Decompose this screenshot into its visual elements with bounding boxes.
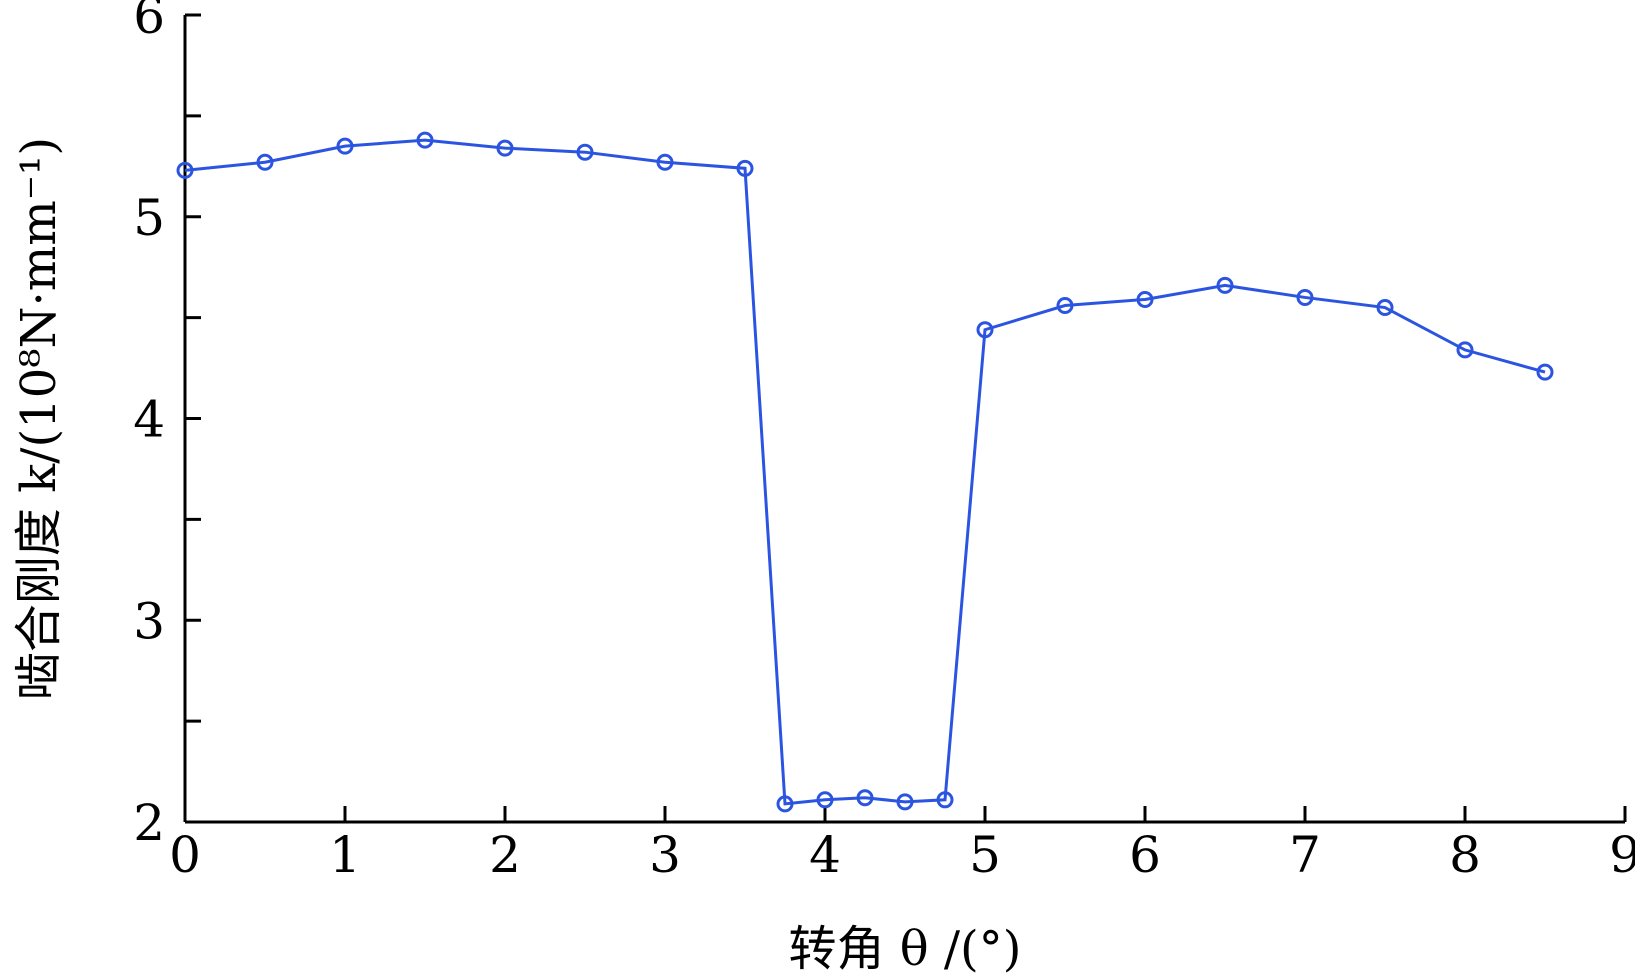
x-tick-label: 9 xyxy=(1609,826,1635,884)
x-tick-label: 0 xyxy=(169,826,201,884)
data-point xyxy=(1216,276,1234,294)
data-point xyxy=(736,159,754,177)
data-point xyxy=(656,153,674,171)
y-tick-label: 6 xyxy=(133,0,165,45)
y-tick-label: 2 xyxy=(133,794,165,852)
x-tick-label: 6 xyxy=(1129,826,1161,884)
data-point xyxy=(416,131,434,149)
data-point xyxy=(856,789,874,807)
series-line xyxy=(184,138,1546,806)
y-tick-label: 5 xyxy=(133,189,165,247)
x-ticks: 0 1 2 3 4 5 6 7 8 9 xyxy=(169,806,1635,884)
data-point xyxy=(336,137,354,155)
data-point xyxy=(936,791,954,809)
x-tick-label: 8 xyxy=(1449,826,1481,884)
y-tick-label: 4 xyxy=(133,391,165,449)
x-tick-label: 3 xyxy=(649,826,681,884)
data-point xyxy=(776,795,794,813)
data-point xyxy=(176,161,194,179)
x-tick-label: 7 xyxy=(1289,826,1321,884)
y-tick-label: 3 xyxy=(133,592,165,650)
data-point xyxy=(1056,297,1074,315)
data-point xyxy=(896,793,914,811)
data-point xyxy=(1536,363,1554,381)
x-tick-label: 1 xyxy=(329,826,361,884)
series-group xyxy=(176,131,1554,813)
x-tick-label: 5 xyxy=(969,826,1001,884)
x-tick-label: 2 xyxy=(489,826,521,884)
data-point xyxy=(1136,290,1154,308)
data-point xyxy=(816,791,834,809)
data-point xyxy=(1456,341,1474,359)
axes xyxy=(183,15,1625,824)
x-axis-label: 转角 θ /(°) xyxy=(788,921,1021,977)
data-point xyxy=(576,143,594,161)
y-axis-label: 啮合刚度 k/(10⁸N·mm⁻¹) xyxy=(11,137,67,700)
data-point xyxy=(976,321,994,339)
data-point xyxy=(256,153,274,171)
data-point xyxy=(1296,288,1314,306)
data-point xyxy=(496,139,514,157)
x-tick-label: 4 xyxy=(809,826,841,884)
y-ticks: 2 3 4 5 6 xyxy=(133,0,201,852)
data-point xyxy=(1376,299,1394,317)
